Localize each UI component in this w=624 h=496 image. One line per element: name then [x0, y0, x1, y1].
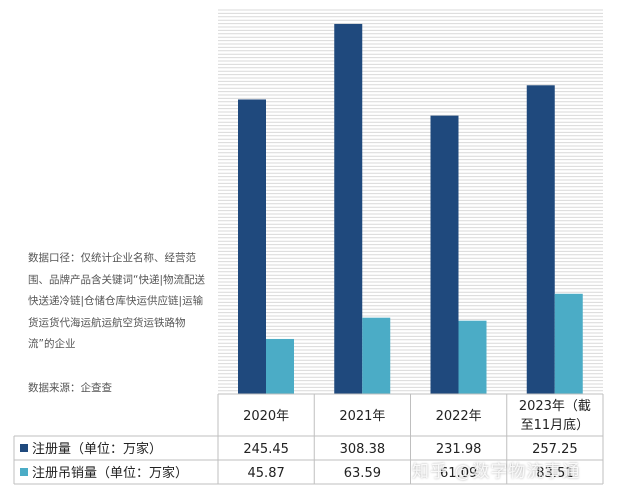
- category-label-1: 2021年: [339, 409, 385, 424]
- category-label-3-line2: 至11月底）: [521, 417, 590, 433]
- bar-registered-3: [526, 85, 555, 395]
- category-label-0: 2020年: [243, 409, 289, 424]
- bar-cancelled-2: [458, 320, 487, 394]
- value-label-s1-3: 83.51: [536, 466, 573, 481]
- bar-registered-2: [430, 115, 459, 395]
- legend-label-1: 注册吊销量（单位：万家）: [32, 465, 188, 481]
- category-label-2: 2022年: [436, 409, 482, 424]
- legend-swatch-registered: [20, 444, 28, 452]
- bar-registered-1: [334, 23, 363, 394]
- watermark: 知乎 @数字物流事通: [412, 462, 581, 482]
- bar-cancelled-1: [362, 317, 391, 394]
- bar-registered-0: [238, 99, 266, 395]
- legend-swatch-cancelled: [20, 468, 28, 476]
- bar-cancelled-3: [554, 293, 583, 394]
- data-source-note: 数据来源：企查查: [28, 382, 112, 394]
- value-label-s0-3: 257.25: [532, 442, 578, 457]
- category-label-3-line1: 2023年（截: [519, 399, 591, 414]
- value-label-s1-0: 45.87: [248, 466, 285, 481]
- value-label-s0-1: 308.38: [340, 442, 386, 457]
- value-label-s0-2: 231.98: [436, 442, 482, 457]
- value-label-s1-2: 61.09: [440, 466, 477, 481]
- value-label-s1-1: 63.59: [344, 466, 381, 481]
- data-scope-note: 数据口径：仅统计企业名称、经营范围、品牌产品含关键词“快递|物流配送快送递冷链|…: [28, 252, 205, 350]
- legend-label-0: 注册量（单位：万家）: [32, 441, 162, 457]
- value-label-s0-0: 245.45: [243, 442, 289, 457]
- bar-cancelled-0: [266, 338, 294, 394]
